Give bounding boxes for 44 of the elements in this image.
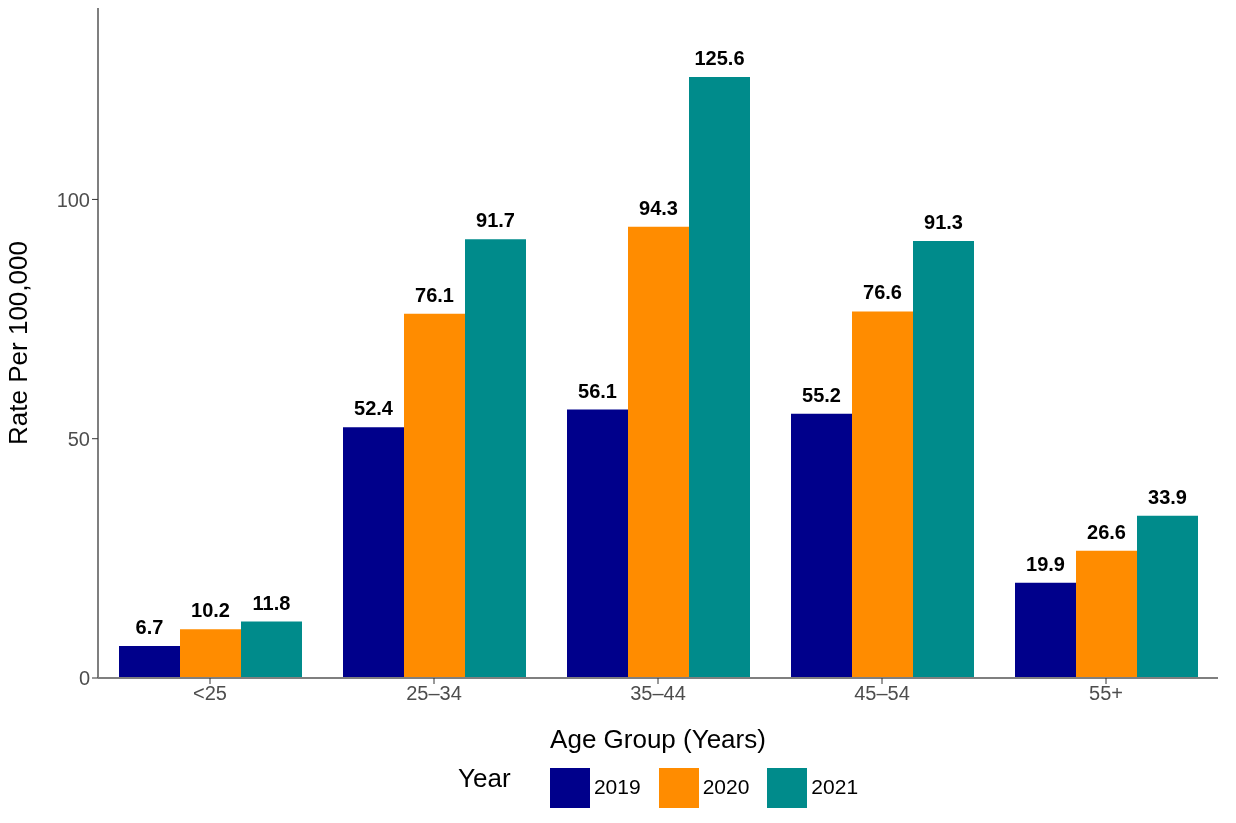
data-label: 55.2 (802, 383, 841, 406)
x-tick-label: 35–44 (630, 682, 686, 705)
x-tick-label: 45–54 (854, 682, 910, 705)
data-label: 94.3 (639, 196, 678, 219)
legend-title: Year (458, 763, 511, 794)
legend-label: 2019 (593, 774, 641, 798)
data-label: 11.8 (252, 591, 291, 614)
y-tick-label: 50 (67, 427, 90, 450)
data-label: 19.9 (1026, 552, 1065, 575)
legend-label: 2021 (811, 774, 859, 798)
bar (913, 241, 974, 678)
bar (119, 645, 180, 678)
data-label: 76.6 (863, 281, 902, 304)
data-label: 91.3 (924, 211, 963, 234)
bar (241, 621, 302, 678)
data-label: 6.7 (135, 615, 164, 638)
bar (628, 226, 689, 678)
bar (689, 76, 750, 678)
y-tick-label: 0 (78, 667, 90, 690)
bar (404, 313, 465, 678)
y-axis-title: Rate Per 100,000 (3, 241, 34, 445)
bar (567, 409, 628, 678)
x-tick-label: 55+ (1089, 682, 1123, 705)
bar (1076, 550, 1137, 678)
x-tick-label: 25–34 (406, 682, 462, 705)
data-label: 56.1 (578, 379, 617, 402)
data-label: 125.6 (694, 46, 745, 69)
data-label: 33.9 (1148, 485, 1187, 508)
data-label: 26.6 (1087, 520, 1126, 543)
bar (465, 239, 526, 678)
bar (1015, 582, 1076, 678)
data-label: 10.2 (191, 599, 230, 622)
y-tick-label: 100 (56, 188, 90, 211)
data-label: 76.1 (415, 283, 454, 306)
bar (791, 413, 852, 678)
bar (180, 629, 241, 678)
data-label: 52.4 (354, 397, 394, 420)
x-axis-title: Age Group (Years) (550, 724, 766, 754)
x-tick-label: <25 (193, 682, 227, 705)
legend-label: 2020 (702, 774, 750, 798)
bar (852, 311, 913, 678)
bar (343, 427, 404, 678)
bar (1137, 515, 1198, 678)
data-label: 91.7 (476, 209, 515, 232)
